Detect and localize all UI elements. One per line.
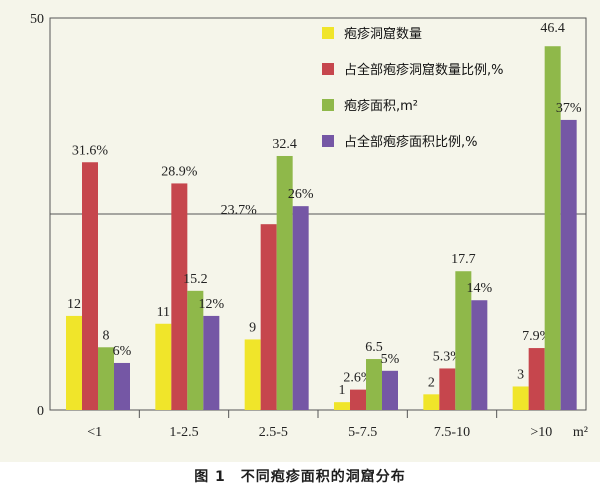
data-label: 23.7% [221, 203, 258, 218]
bar [366, 359, 382, 410]
bar [350, 389, 366, 410]
bar [560, 119, 577, 411]
x-tick-label: 2.5-5 [259, 425, 288, 440]
data-label: 46.4 [540, 21, 565, 36]
data-label: 31.6% [72, 143, 109, 158]
data-label: 26% [288, 187, 314, 202]
data-label: 28.9% [161, 164, 198, 179]
bar [292, 206, 309, 410]
bar [528, 348, 545, 410]
legend-label: 占全部疱疹洞窟数量比例,% [344, 62, 504, 78]
bar [439, 368, 456, 410]
bar [187, 290, 204, 410]
bar-chart: 050<1 1-2.5 2.5-5 5-7.5 7.5-10 >10 m²121191233… [30, 12, 588, 440]
x-axis-unit: m² [573, 425, 588, 440]
x-tick-label: 7.5-10 [434, 425, 470, 440]
data-label: 32.4 [272, 137, 297, 152]
data-label: 9 [249, 320, 256, 335]
bar [471, 300, 488, 410]
bar [114, 362, 130, 410]
data-label: 5% [381, 352, 400, 367]
data-label: 6% [113, 344, 132, 359]
bar [203, 315, 220, 410]
bar [382, 370, 398, 410]
bar [334, 402, 350, 410]
bar [544, 46, 561, 410]
data-label: 3 [517, 367, 524, 382]
data-label: 2 [428, 375, 435, 390]
x-tick-label: <1 [87, 425, 102, 440]
data-label: 12 [67, 297, 81, 312]
legend-swatch [322, 99, 334, 111]
legend-label: 占全部疱疹面积比例,% [344, 134, 478, 150]
legend-swatch [322, 27, 334, 39]
chart-panel: 0 50 <1 1-2.5 2.5-5 5-7.5 7.5-10 >10 m² 12 11 9 1 2 3 3… [0, 0, 600, 462]
data-label: 17.7 [451, 252, 476, 267]
bar [260, 224, 277, 410]
figure-caption: 图 1 不同疱疹面积的洞窟分布 [194, 469, 406, 485]
bar [276, 155, 293, 410]
bar [244, 339, 261, 410]
data-label: 11 [157, 305, 170, 320]
data-label: 12% [198, 297, 224, 312]
bar [155, 323, 172, 410]
data-label: 5.3% [433, 349, 463, 364]
x-tick-label: 1-2.5 [169, 425, 198, 440]
legend-label: 疱疹洞窟数量 [344, 26, 422, 42]
legend-swatch [322, 135, 334, 147]
legend-swatch [322, 63, 334, 75]
bar [455, 271, 472, 410]
y-tick-label: 0 [37, 404, 44, 419]
data-label: 6.5 [365, 340, 383, 355]
y-tick-label: 50 [30, 12, 44, 27]
bar [423, 394, 440, 410]
data-label: 14% [466, 281, 492, 296]
bar [512, 386, 529, 410]
data-label: 2.6% [343, 371, 373, 386]
x-tick-label: 5-7.5 [348, 425, 377, 440]
bar [82, 162, 98, 410]
data-label: 7.9% [522, 329, 552, 344]
bar [171, 183, 188, 410]
data-label: 37% [556, 101, 582, 116]
data-label: 15.2 [183, 272, 208, 287]
data-label: 8 [103, 328, 110, 343]
bar [66, 315, 82, 410]
legend-label: 疱疹面积,m² [344, 98, 418, 114]
data-label: 1 [339, 383, 346, 398]
bar [98, 347, 114, 410]
x-tick-label: >10 [530, 425, 552, 440]
